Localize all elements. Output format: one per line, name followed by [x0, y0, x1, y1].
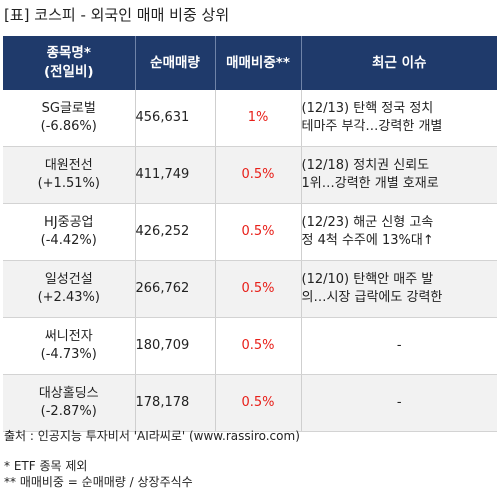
stock-name: HJ중공업: [44, 215, 94, 230]
stock-name-cell: 대원전선 (+1.51%): [3, 146, 136, 204]
stock-name-cell: SG글로벌 (-6.86%): [3, 90, 136, 147]
trade-ratio: 0.5%: [215, 203, 302, 261]
issue-text: (12/23) 해군 신형 고속: [301, 215, 434, 230]
price-change: (-4.42%): [40, 233, 97, 248]
table-row: 대원전선 (+1.51%) 411,749 0.5% (12/18) 정치권 신뢰도 1위…: [3, 146, 497, 204]
footnote-ratio: ** 매매비중 = 순매매량 / 상장주식수: [4, 475, 193, 489]
net-volume: 411,749: [135, 146, 216, 204]
stock-name-cell: 대상홀딩스 (-2.87%): [3, 374, 136, 432]
net-volume: 266,762: [135, 260, 216, 318]
stock-name: 일성건설: [44, 272, 93, 287]
issue-text: (12/18) 정치권 신뢰도: [301, 158, 430, 173]
issue-text: 테마주 부각…강력한 개별: [301, 119, 443, 134]
table-header-row: 종목명* (전일비) 순매매량 매매비중** 최근 이슈: [3, 36, 497, 90]
header-stock-name-line: 종목명*: [46, 45, 91, 61]
stock-name-cell: 일성건설 (+2.43%): [3, 260, 136, 318]
recent-issue: -: [301, 317, 497, 375]
price-change: (+2.43%): [37, 290, 100, 305]
table-row: 써니전자 (-4.73%) 180,709 0.5% -: [3, 317, 497, 375]
header-trade-ratio: 매매비중**: [215, 36, 302, 90]
trade-ratio: 0.5%: [215, 374, 302, 432]
net-volume: 178,178: [135, 374, 216, 432]
stock-name-cell: HJ중공업 (-4.42%): [3, 203, 136, 261]
issue-text: 의…시장 급락에도 강력한: [301, 290, 443, 305]
net-volume: 456,631: [135, 90, 216, 147]
stock-name: 대원전선: [44, 158, 93, 173]
foreign-trading-table: 종목명* (전일비) 순매매량 매매비중** 최근 이슈 SG글로벌 (-6.86%…: [3, 36, 497, 432]
table-row: 대상홀딩스 (-2.87%) 178,178 0.5% -: [3, 374, 497, 432]
stock-name-cell: 써니전자 (-4.73%): [3, 317, 136, 375]
stock-name: 써니전자: [44, 329, 93, 344]
issue-text: (12/10) 탄핵안 매주 발: [301, 272, 434, 287]
table-row: HJ중공업 (-4.42%) 426,252 0.5% (12/23) 해군 신형 고속…: [3, 203, 497, 261]
price-change: (+1.51%): [37, 176, 100, 191]
stock-name: SG글로벌: [41, 101, 96, 116]
header-stock-name-line: (전일비): [43, 64, 94, 80]
recent-issue: -: [301, 374, 497, 432]
stock-name: 대상홀딩스: [38, 386, 99, 401]
trade-ratio: 0.5%: [215, 260, 302, 318]
header-stock-name: 종목명* (전일비): [3, 36, 136, 90]
recent-issue: (12/18) 정치권 신뢰도 1위…강력한 개별 호재로: [301, 146, 497, 204]
source-note: 출처 : 인공지능 투자비서 'AI라씨로' (www.rassiro.com): [4, 429, 300, 443]
trade-ratio: 0.5%: [215, 146, 302, 204]
page-title: [표] 코스피 - 외국인 매매 비중 상위: [4, 6, 230, 24]
price-change: (-4.73%): [40, 347, 97, 362]
trade-ratio: 1%: [215, 90, 302, 147]
issue-text: -: [396, 395, 402, 410]
issue-text: 1위…강력한 개별 호재로: [301, 176, 439, 191]
footnote-etf: * ETF 종목 제외: [4, 459, 88, 473]
price-change: (-6.86%): [40, 119, 97, 134]
net-volume: 426,252: [135, 203, 216, 261]
trade-ratio: 0.5%: [215, 317, 302, 375]
issue-text: (12/13) 탄핵 정국 정치: [301, 101, 434, 116]
price-change: (-2.87%): [40, 404, 97, 419]
net-volume: 180,709: [135, 317, 216, 375]
issue-text: -: [396, 338, 402, 353]
header-recent-issue: 최근 이슈: [301, 36, 497, 90]
header-net-volume: 순매매량: [135, 36, 216, 90]
issue-text: 정 4척 수주에 13%대↑: [301, 233, 434, 248]
